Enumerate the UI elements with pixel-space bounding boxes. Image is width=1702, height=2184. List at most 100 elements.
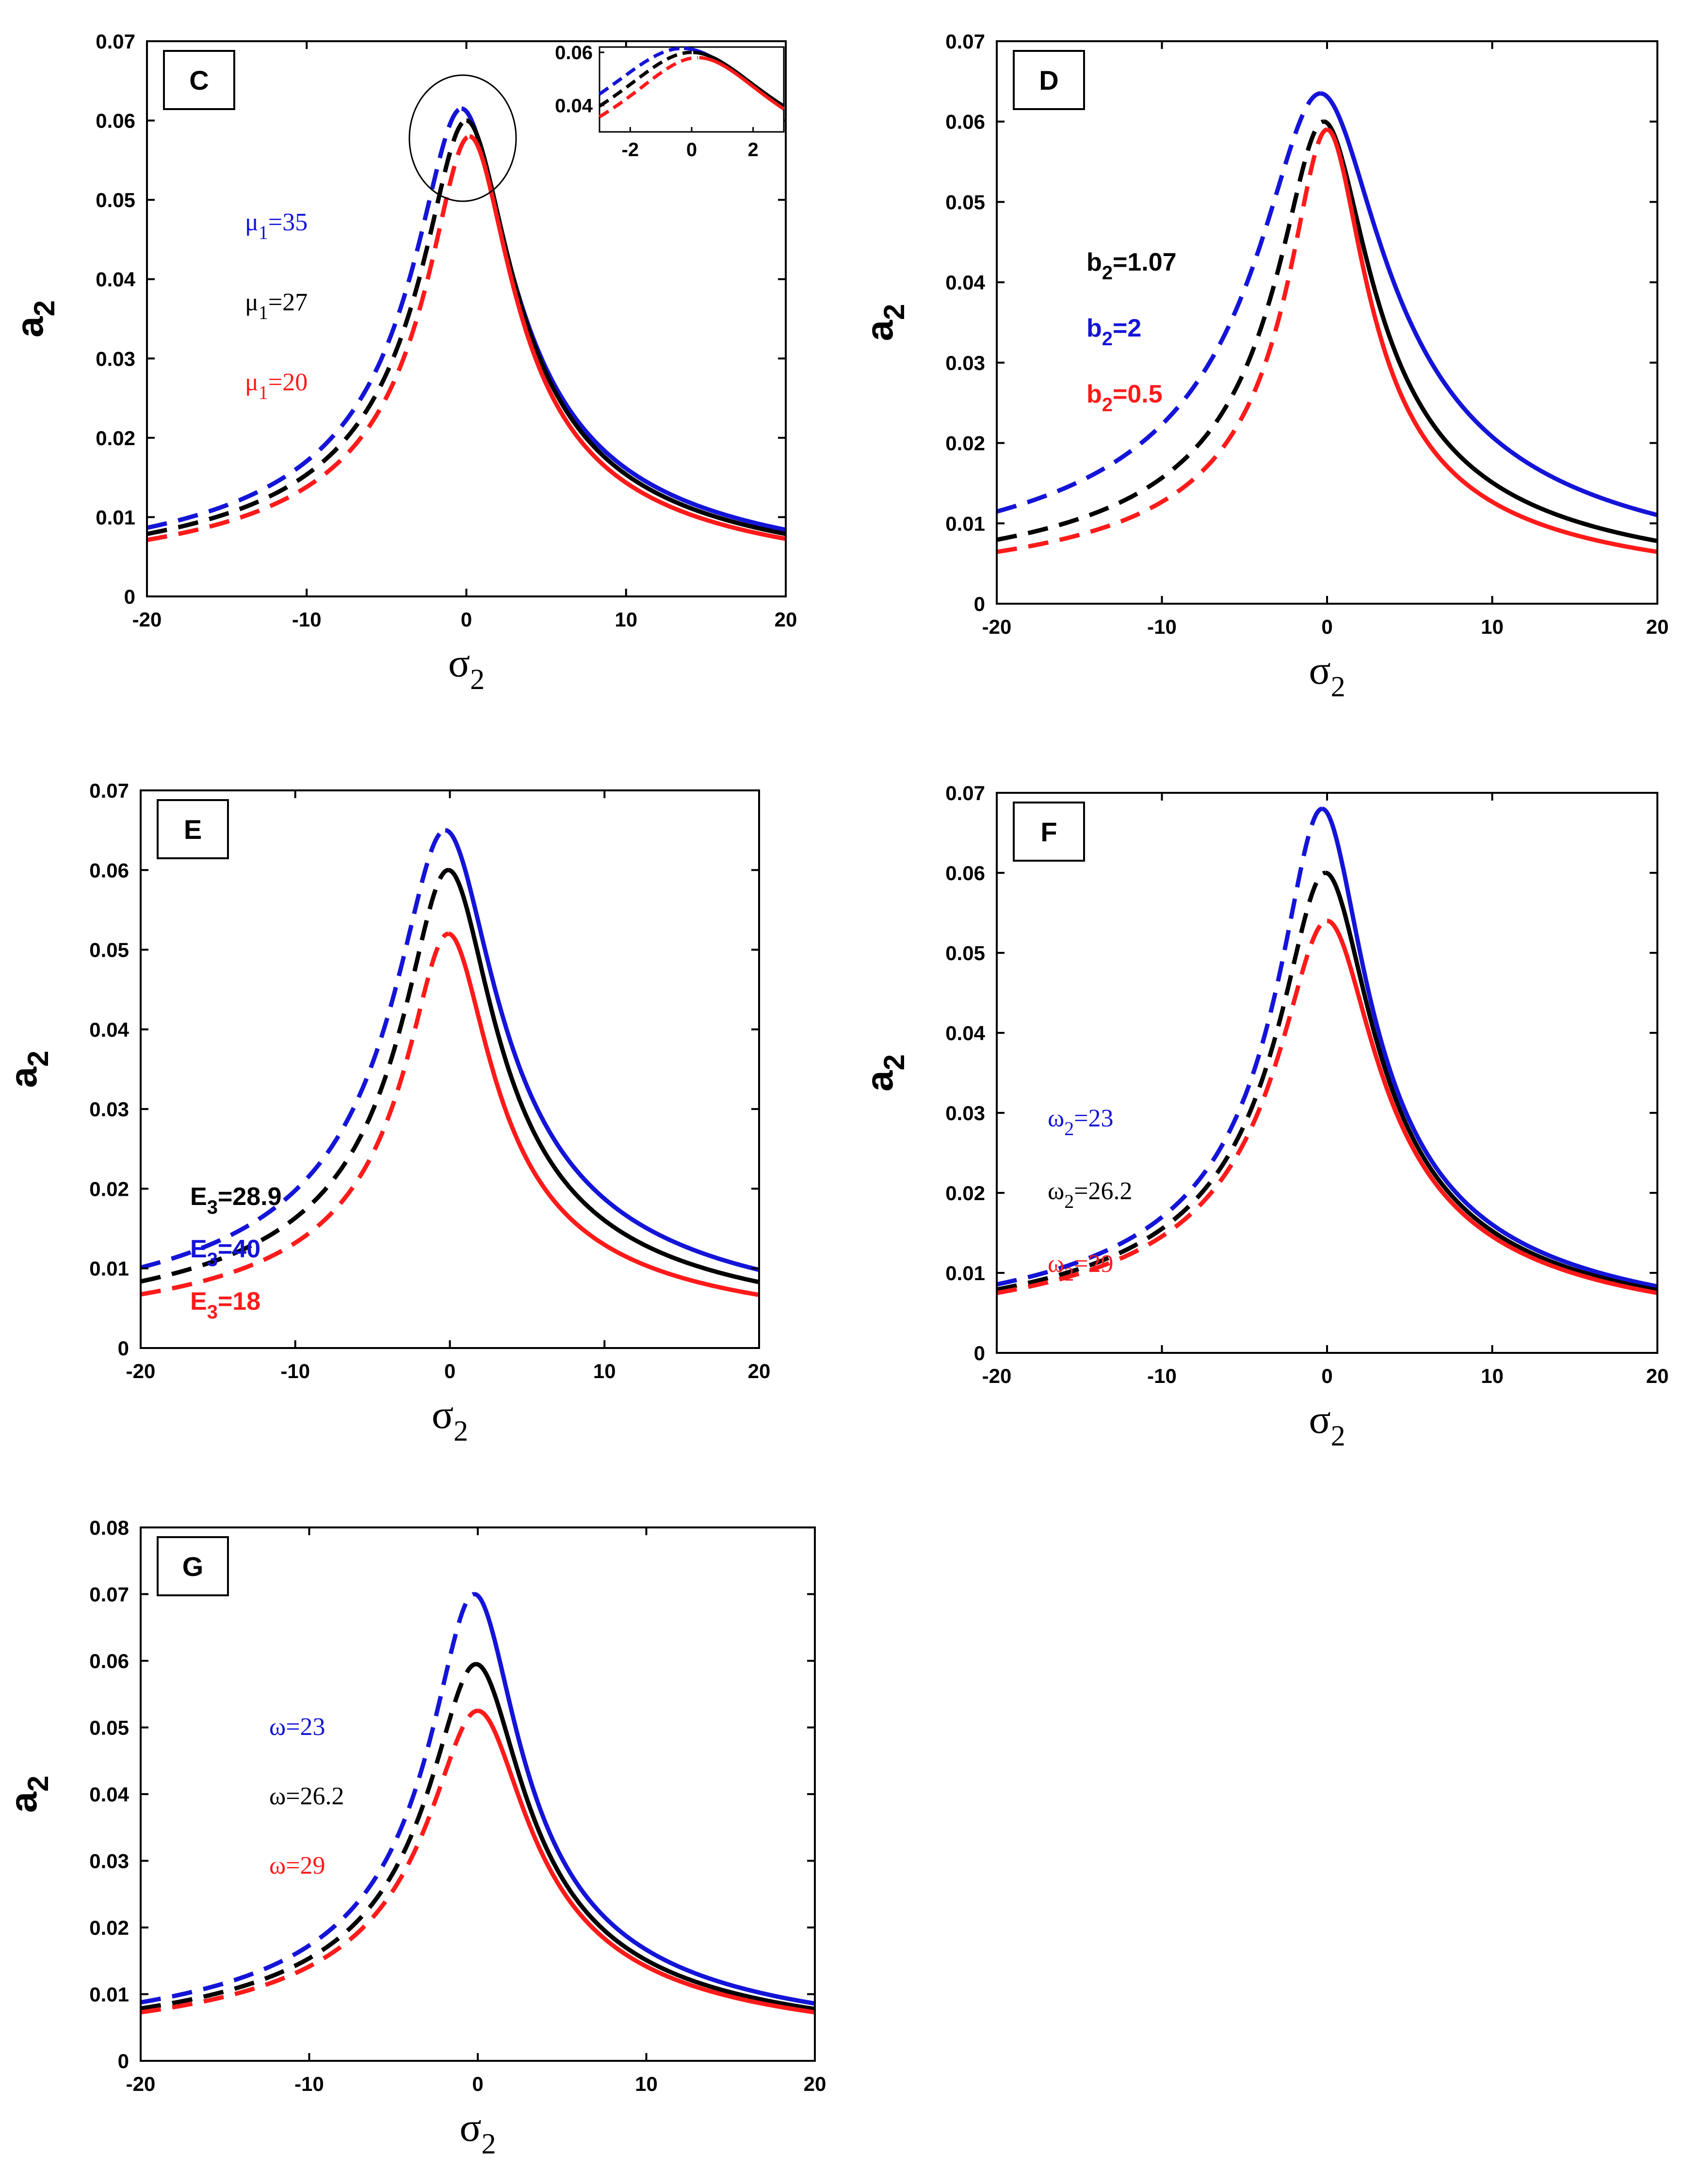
series-black-stable-branch: [1325, 870, 1658, 1293]
legend-entry: E3=28.9: [190, 1183, 282, 1218]
legend-entry: b2=0.5: [1086, 380, 1163, 416]
legend-symbol: ω: [269, 1783, 286, 1810]
y-tick-label: 0.05: [96, 189, 135, 211]
x-tick-label: -20: [126, 2072, 156, 2095]
panel-label-box: [157, 799, 229, 859]
inset-series-red-stable: [699, 56, 785, 111]
y-tick-label: 0: [974, 593, 985, 615]
series-black-stable-branch: [1323, 119, 1658, 544]
y-tick-label: 0.02: [945, 1182, 985, 1204]
x-tick-label: -10: [292, 608, 322, 631]
panel-label-box: [1013, 802, 1085, 862]
y-tick-label: 0.02: [945, 432, 985, 455]
x-tick-label: 10: [1481, 1365, 1504, 1387]
x-tick-label: 10: [1481, 615, 1504, 638]
y-tick-label: 0.01: [89, 1983, 129, 2006]
y-tick-label: 0.04: [89, 1018, 129, 1041]
legend-value: =28.9: [218, 1183, 282, 1211]
zoom-circle: [408, 74, 517, 202]
legend-subscript: 3: [207, 1249, 218, 1270]
legend-value: =1.07: [1113, 248, 1177, 276]
legend-symbol: ω: [1048, 1105, 1064, 1132]
legend-subscript: 2: [1064, 1263, 1074, 1285]
y-axis-symbol: a: [2, 1791, 45, 1813]
y-tick-label: 0.05: [89, 1717, 129, 1739]
x-tick-label: 10: [615, 608, 637, 631]
y-tick-label: 0.08: [89, 1516, 129, 1539]
legend-value: =0.5: [1113, 380, 1163, 408]
x-axis-label: σ2: [1309, 648, 1345, 703]
legend-entry: E3=18: [190, 1287, 260, 1323]
legend-symbol: μ: [245, 209, 259, 236]
panel-label-box: [157, 1536, 229, 1596]
legend-entry: μ1=27: [245, 289, 308, 323]
y-tick-label: 0.01: [945, 1262, 985, 1285]
legend-symbol: ω: [1048, 1177, 1064, 1205]
legend-subscript: 3: [207, 1301, 218, 1323]
x-tick-label: 0: [472, 2072, 483, 2095]
y-tick-label: 0.01: [96, 506, 135, 529]
y-tick-label: 0.05: [89, 939, 129, 962]
y-axis-subscript: 2: [22, 1776, 54, 1792]
y-tick-label: 0.02: [89, 1177, 129, 1200]
x-tick-label: 20: [804, 2072, 827, 2095]
legend-subscript: 1: [259, 222, 268, 243]
x-tick-label: 10: [593, 1360, 616, 1382]
y-tick-label: 0.04: [945, 1022, 985, 1044]
y-tick-label: 0: [118, 1337, 129, 1360]
panel-label: C: [189, 65, 209, 96]
series-black-unstable-branch: [996, 870, 1326, 1292]
legend-entry: ω=23: [269, 1713, 325, 1741]
y-tick-label: 0: [118, 2050, 129, 2072]
legend-subscript: 3: [207, 1197, 218, 1218]
legend-entry: b2=1.07: [1086, 248, 1177, 284]
x-tick-label: 0: [444, 1360, 455, 1382]
inset-y-tick-label: 0.04: [555, 95, 593, 116]
y-tick-label: 0.07: [945, 30, 985, 53]
legend-value: =26.2: [286, 1783, 344, 1810]
series-black-unstable-branch: [140, 1662, 476, 2011]
legend-symbol: ω: [269, 1852, 286, 1879]
chart-panel-f: -20 -10 0 10 20 0 0.01 0.02 0.03 0.04 0.05 0.06 0.07…: [858, 782, 1669, 1452]
series-black-unstable-branch: [996, 119, 1324, 542]
y-tick-label: 0.02: [89, 1916, 129, 1939]
y-tick-label: 0.06: [945, 862, 985, 884]
y-tick-label: 0.01: [945, 512, 985, 535]
x-axis-subscript: 2: [482, 2128, 496, 2160]
inset-frame: [599, 46, 785, 133]
legend-symbol: ω: [1048, 1250, 1064, 1278]
y-tick-label: 0.07: [945, 782, 985, 804]
legend-entry: ω=26.2: [269, 1783, 344, 1810]
legend-entry: ω2=29: [1048, 1250, 1114, 1285]
x-axis-symbol: σ: [1309, 648, 1330, 693]
legend-subscript: 2: [1064, 1118, 1074, 1140]
x-tick-label: 20: [748, 1360, 771, 1382]
y-tick-label: 0.07: [89, 779, 129, 802]
y-axis-symbol: a: [858, 320, 901, 341]
legend-subscript: 2: [1064, 1190, 1074, 1212]
legend-value: =35: [268, 209, 308, 236]
x-tick-label: -10: [280, 1360, 310, 1382]
legend-value: =27: [268, 289, 308, 316]
series-blue-unstable-branch: [996, 806, 1323, 1287]
x-axis-subscript: 2: [454, 1415, 468, 1447]
x-tick-label: 0: [1321, 1365, 1332, 1387]
series-red-stable-branch: [1327, 918, 1658, 1295]
series-black-unstable-branch: [146, 118, 467, 536]
y-tick-label: 0.05: [945, 191, 985, 213]
x-tick-label: -10: [1147, 1365, 1177, 1387]
legend-value: =40: [218, 1235, 260, 1263]
x-tick-label: 20: [775, 608, 797, 631]
y-tick-label: 0: [124, 585, 135, 608]
panel-label: D: [1039, 65, 1058, 96]
legend-entry: E3=40: [190, 1235, 260, 1270]
legend-value: =2: [1113, 314, 1141, 342]
legend-subscript: 2: [1102, 394, 1113, 416]
x-tick-label: -20: [982, 1365, 1012, 1387]
legend-symbol: b: [1086, 248, 1102, 276]
y-tick-label: 0.05: [945, 942, 985, 964]
y-tick-label: 0.03: [89, 1850, 129, 1873]
y-axis-subscript: 2: [22, 1051, 54, 1067]
series-blue-stable-branch: [474, 1592, 815, 2006]
inset-x-tick-label: -2: [622, 139, 639, 161]
